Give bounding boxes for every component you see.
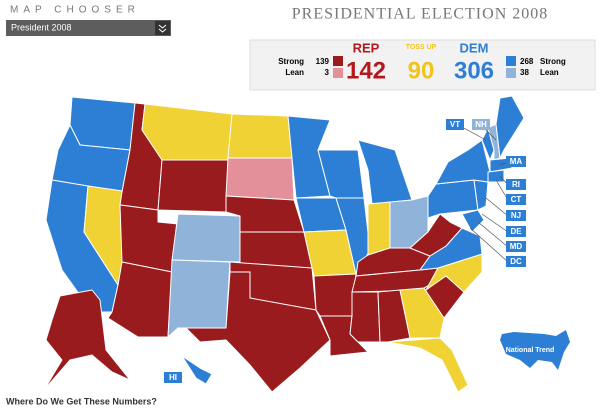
state-tx [185,271,331,393]
label-ct[interactable]: CT [506,194,526,205]
state-label[interactable]: VT [450,120,460,129]
state-label[interactable]: DC [510,257,522,266]
label-shape [472,119,490,130]
leader-line [459,125,487,141]
state-co [171,213,241,263]
leader-line [485,197,509,217]
label-de[interactable]: DE [506,226,526,237]
chooser-dropdown[interactable]: President 2008 [6,20,171,36]
state-in [367,201,391,256]
rep-lean-label: Lean [285,68,304,77]
label-nj[interactable]: NJ [506,210,526,221]
label-box [506,156,526,167]
rep-lean-count: 3 [325,68,330,77]
page-title: PRESIDENTIAL ELECTION 2008 [292,6,549,23]
leader-line [481,213,509,233]
rep-total: 142 [346,57,386,84]
dem-lean-count: 38 [520,68,529,77]
rep-strong-count: 139 [316,57,330,66]
state-label[interactable]: NH [475,120,487,129]
label-hi[interactable]: HI [164,372,182,383]
state-me [495,95,525,159]
state-label[interactable]: DE [510,227,522,236]
state-ut [119,204,179,273]
leader-line [469,227,509,263]
state-nd [227,113,293,159]
dem-lean-label: Lean [540,68,559,77]
label-box [164,372,182,383]
state-ct [487,169,505,183]
state-ga [399,287,445,339]
chooser-value[interactable]: President 2008 [11,22,72,32]
tossup-label: TOSS UP [406,44,437,51]
us-map: National Trend [43,95,570,393]
state-wa [69,96,136,151]
dem-strong-label: Strong [540,57,566,66]
scoreboard [249,39,596,91]
label-box [506,210,526,221]
state-label[interactable]: MD [510,242,523,251]
dem-total: 306 [454,57,494,84]
state-fl [387,337,469,393]
state-ny [435,139,491,185]
rep-label: REP [353,40,380,55]
state-al [377,289,411,343]
label-vt[interactable]: VT [446,119,464,130]
state-nm [167,259,231,338]
label-box [506,241,526,252]
national-trend-label[interactable]: National Trend [506,347,555,354]
state-md [461,209,485,233]
label-box [506,256,526,267]
label-ri[interactable]: RI [506,179,526,190]
state-hi [181,355,213,385]
chooser-label: MAP CHOOSER [10,5,140,16]
state-label[interactable]: RI [512,180,520,189]
dem-strong-count: 268 [520,57,534,66]
state-labels: VT NH MA RI CT NJ DE MD DC HI [164,119,526,383]
dem-lean-swatch [506,68,516,78]
state-ar [313,273,357,317]
label-box [446,119,464,130]
label-box [506,194,526,205]
state-label[interactable]: CT [511,195,522,204]
label-nh[interactable]: NH [472,119,490,130]
state-ms [349,291,381,343]
label-md[interactable]: MD [506,241,526,252]
state-label[interactable]: NJ [511,211,521,220]
label-box [506,179,526,190]
footer-link[interactable]: Where Do We Get These Numbers? [6,396,157,406]
label-ma[interactable]: MA [506,156,526,167]
state-sd [225,157,295,201]
label-box [506,226,526,237]
rep-strong-label: Strong [278,57,304,66]
national-trend-map[interactable] [500,330,570,370]
dem-strong-swatch [506,56,516,66]
leader-line [477,221,509,248]
dropdown-chevron [158,24,167,33]
tossup-total: 90 [408,57,435,84]
state-wv [409,213,463,257]
rep-strong-swatch [333,56,343,66]
rep-lean-swatch [333,68,343,78]
label-dc[interactable]: DC [506,256,526,267]
state-wy [157,159,229,213]
dem-label: DEM [460,40,489,55]
state-label[interactable]: MA [510,157,523,166]
state-mi [357,139,413,205]
state-ak [43,289,131,391]
state-ks [239,231,313,269]
dropdown-box[interactable] [6,20,171,36]
state-label[interactable]: HI [169,373,177,382]
